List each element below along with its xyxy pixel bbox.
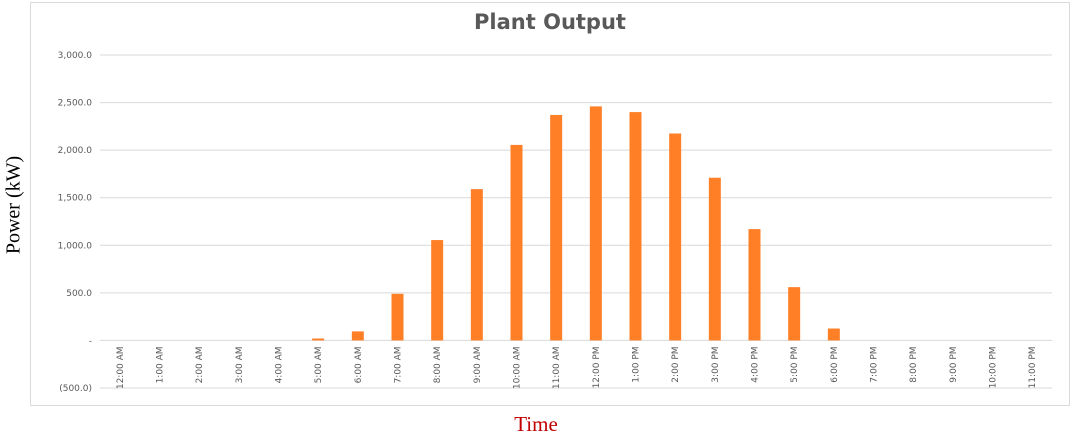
bar bbox=[431, 240, 444, 341]
bar bbox=[550, 114, 563, 341]
x-tick-label: 12:00 PM bbox=[592, 346, 602, 388]
x-tick-label: 12:00 AM bbox=[116, 346, 126, 389]
y-tick-label: (500.0) bbox=[59, 384, 92, 394]
x-tick-label: 7:00 AM bbox=[394, 346, 404, 383]
y-tick-label: 500.0 bbox=[66, 289, 92, 299]
x-tick-label: 5:00 AM bbox=[314, 346, 324, 383]
y-tick-label: 2,000.0 bbox=[58, 146, 93, 156]
x-tick-label: 7:00 PM bbox=[870, 346, 880, 382]
y-tick-label: 1,000.0 bbox=[58, 241, 93, 251]
x-tick-label: 4:00 AM bbox=[275, 346, 285, 383]
x-tick-label: 11:00 AM bbox=[552, 346, 562, 389]
bar bbox=[748, 229, 761, 341]
x-tick-label: 1:00 PM bbox=[632, 346, 642, 382]
bar bbox=[510, 144, 523, 341]
bar bbox=[629, 112, 642, 341]
bar bbox=[351, 331, 364, 341]
x-tick-label: 6:00 PM bbox=[830, 346, 840, 382]
x-tick-label: 4:00 PM bbox=[751, 346, 761, 382]
x-tick-label: 3:00 AM bbox=[235, 346, 245, 383]
bar bbox=[391, 293, 404, 341]
x-tick-label: 3:00 PM bbox=[711, 346, 721, 382]
bar bbox=[669, 133, 682, 341]
y-tick-label: 1,500.0 bbox=[58, 194, 93, 204]
x-tick-label: 9:00 AM bbox=[473, 346, 483, 383]
bar bbox=[312, 338, 325, 341]
x-tick-label: 10:00 PM bbox=[989, 346, 999, 388]
x-tick-label: 2:00 PM bbox=[671, 346, 681, 382]
x-axis-label: Time bbox=[514, 412, 558, 436]
x-tick-label: 1:00 AM bbox=[156, 346, 166, 383]
x-tick-label: 6:00 AM bbox=[354, 346, 364, 383]
x-tick-label: 11:00 PM bbox=[1028, 346, 1038, 388]
y-tick-label: 2,500.0 bbox=[58, 99, 93, 109]
bar bbox=[788, 287, 801, 341]
bar bbox=[708, 177, 721, 341]
bar bbox=[589, 106, 602, 341]
x-tick-label: 10:00 AM bbox=[513, 346, 523, 389]
y-tick-label: - bbox=[89, 336, 92, 346]
y-tick-label: 3,000.0 bbox=[58, 51, 93, 61]
x-tick-label: 2:00 AM bbox=[195, 346, 205, 383]
chart-title: Plant Output bbox=[474, 10, 626, 34]
x-tick-label: 8:00 AM bbox=[433, 346, 443, 383]
x-tick-label: 8:00 PM bbox=[909, 346, 919, 382]
x-tick-label: 5:00 PM bbox=[790, 346, 800, 382]
bar bbox=[470, 189, 483, 341]
x-tick-label: 9:00 PM bbox=[949, 346, 959, 382]
chart-frame bbox=[30, 2, 1070, 406]
bar bbox=[827, 328, 840, 341]
